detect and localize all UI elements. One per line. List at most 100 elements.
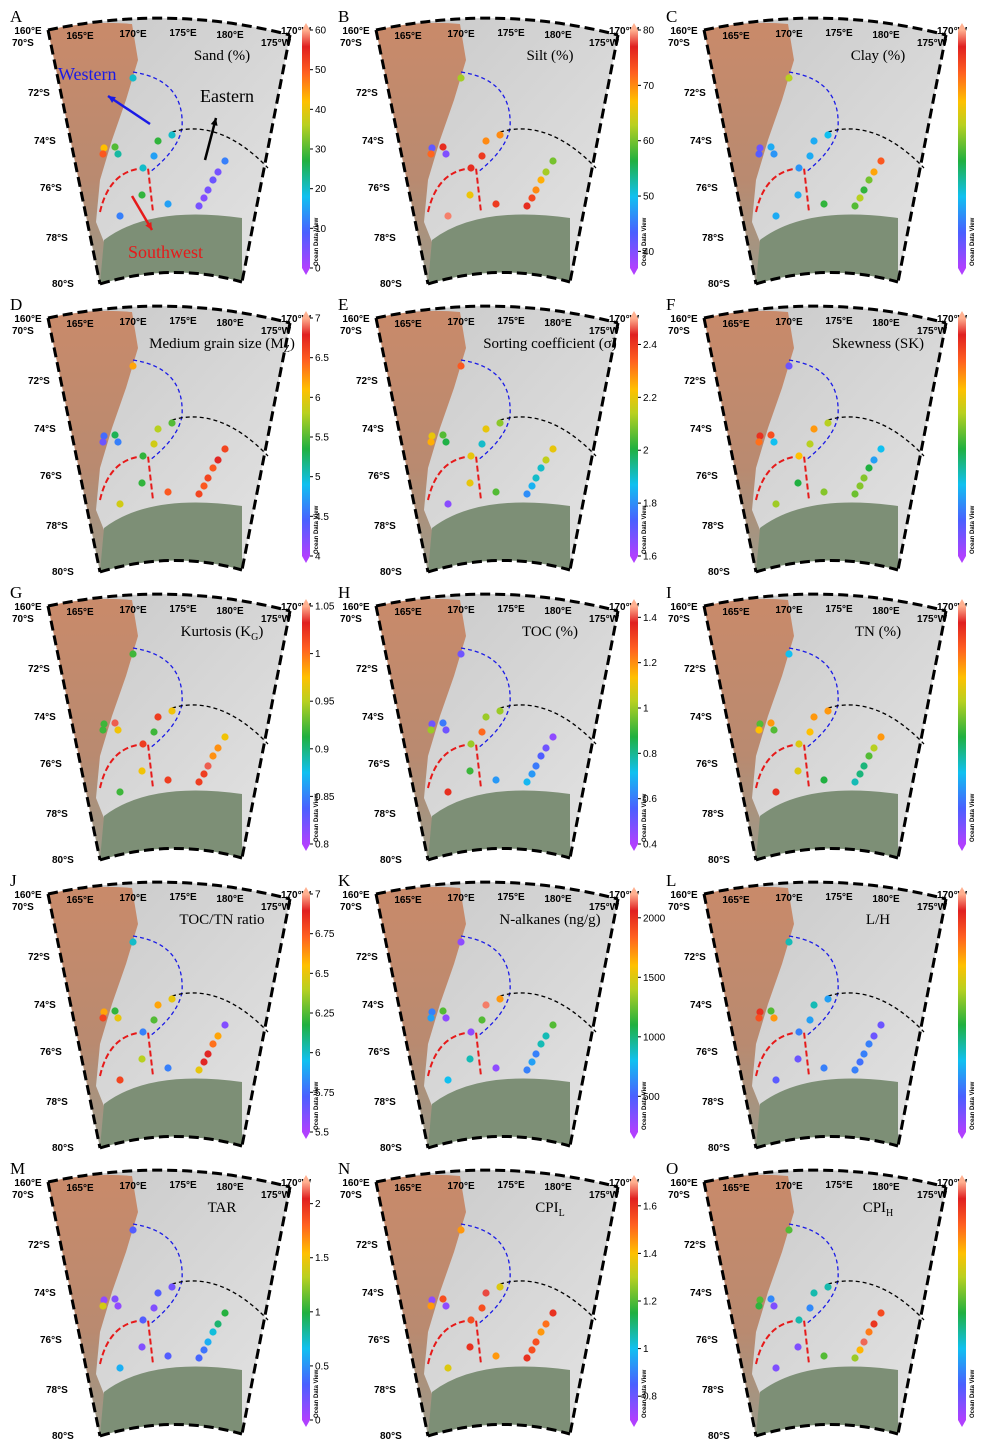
station-dot [129, 1226, 136, 1233]
station-dot [195, 1354, 202, 1361]
station-dot [200, 1058, 207, 1065]
station-dot [114, 1302, 121, 1309]
station-dot [482, 713, 489, 720]
station-dot [537, 464, 544, 471]
station-dot [99, 438, 106, 445]
station-dot [150, 152, 157, 159]
latitude-label: 72°S [28, 1240, 50, 1251]
latitude-label: 76°S [368, 759, 390, 770]
title-part: L/H [866, 912, 890, 928]
longitude-label: 175°W [261, 902, 292, 913]
colorbar [958, 1182, 966, 1420]
latitude-label: 70°S [668, 326, 690, 337]
longitude-label: 165°E [722, 31, 750, 42]
station-dot [116, 212, 123, 219]
title-part: Medium grain size (M [149, 336, 284, 352]
station-dot [200, 194, 207, 201]
title-part: Clay (%) [851, 48, 906, 64]
latitude-label: 74°S [690, 136, 712, 147]
longitude-label: 175°E [825, 28, 853, 39]
latitude-label: 78°S [702, 1385, 724, 1396]
station-dot [870, 1032, 877, 1039]
longitude-label: 175°W [589, 614, 620, 625]
longitude-label: 165°E [66, 895, 94, 906]
station-dot [770, 150, 777, 157]
station-dot [114, 438, 121, 445]
colorbar-tick-label: 2 [643, 446, 649, 457]
latitude-label: 80°S [52, 567, 74, 578]
station-dot [767, 719, 774, 726]
station-dot [100, 432, 107, 439]
longitude-label: 175°E [825, 1180, 853, 1191]
longitude-label: 180°E [216, 1182, 244, 1193]
latitude-label: 70°S [12, 614, 34, 625]
panel-title: TOC/TN ratio [179, 912, 264, 928]
title-part: ) [290, 336, 295, 352]
station-dot [439, 1295, 446, 1302]
station-dot [755, 1302, 762, 1309]
station-dot [851, 202, 858, 209]
station-dot [528, 194, 535, 201]
colorbar-tick-label: 40 [315, 105, 327, 116]
station-dot [478, 728, 485, 735]
station-dot [442, 726, 449, 733]
colorbar-cap-bottom [630, 844, 638, 851]
longitude-label: 175°E [825, 604, 853, 615]
latitude-label: 80°S [708, 279, 730, 290]
longitude-label: 175°E [169, 28, 197, 39]
station-dot [523, 778, 530, 785]
station-dot [851, 490, 858, 497]
station-dot [785, 650, 792, 657]
longitude-label: 175°E [497, 316, 525, 327]
colorbar [958, 318, 966, 556]
longitude-label: 175°W [261, 1190, 292, 1201]
latitude-label: 74°S [34, 1000, 56, 1011]
station-dot [204, 186, 211, 193]
station-dot [427, 1302, 434, 1309]
title-part: ) [258, 624, 263, 640]
station-dot [806, 152, 813, 159]
colorbar-tick-label: 1.05 [315, 602, 335, 613]
latitude-label: 72°S [684, 376, 706, 387]
station-dot [770, 1302, 777, 1309]
station-dot [542, 744, 549, 751]
station-dot [537, 1040, 544, 1047]
station-dot [111, 719, 118, 726]
station-dot [129, 362, 136, 369]
longitude-label: 175°E [169, 1180, 197, 1191]
station-dot [457, 650, 464, 657]
colorbar-tick-label: 6.25 [315, 1009, 335, 1020]
station-dot [100, 1008, 107, 1015]
colorbar-cap-bottom [302, 844, 310, 851]
colorbar-tick-label: 0.9 [315, 744, 329, 755]
colorbar-cap-bottom [958, 556, 966, 563]
longitude-label: 175°W [589, 38, 620, 49]
station-dot [111, 431, 118, 438]
panel-title: Clay (%) [851, 48, 906, 64]
longitude-label: 165°E [66, 319, 94, 330]
longitude-label: 165°E [722, 1183, 750, 1194]
station-dot [200, 482, 207, 489]
station-dot [756, 1008, 763, 1015]
longitude-label: 175°E [497, 1180, 525, 1191]
title-part: N-alkanes (ng/g) [499, 912, 600, 928]
latitude-label: 76°S [696, 759, 718, 770]
longitude-label: 170°E [447, 893, 475, 904]
longitude-label: 160°E [14, 602, 42, 613]
station-dot [496, 419, 503, 426]
station-dot [139, 740, 146, 747]
station-dot [549, 1021, 556, 1028]
panel-title: TOC (%) [522, 624, 578, 640]
latitude-label: 70°S [12, 326, 34, 337]
colorbar-credit: Ocean Data View [314, 1369, 320, 1418]
title-part: G [251, 632, 258, 643]
station-dot [492, 1352, 499, 1359]
station-dot [865, 176, 872, 183]
colorbar-cap-bottom [630, 556, 638, 563]
station-dot [214, 1032, 221, 1039]
latitude-label: 76°S [368, 1335, 390, 1346]
title-part: CPI [535, 1200, 558, 1216]
longitude-label: 180°E [216, 606, 244, 617]
station-dot [100, 720, 107, 727]
latitude-label: 78°S [702, 1097, 724, 1108]
